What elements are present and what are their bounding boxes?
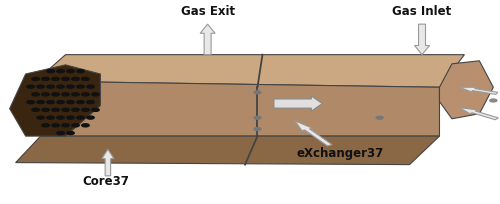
Circle shape — [62, 124, 70, 127]
Circle shape — [67, 101, 74, 104]
Polygon shape — [200, 25, 215, 55]
Circle shape — [32, 109, 40, 112]
Circle shape — [37, 101, 44, 104]
Circle shape — [32, 93, 40, 96]
Text: Core37: Core37 — [82, 174, 129, 187]
Circle shape — [42, 109, 50, 112]
Circle shape — [76, 101, 84, 104]
Polygon shape — [414, 25, 430, 55]
Polygon shape — [460, 88, 498, 95]
Circle shape — [86, 101, 94, 104]
Circle shape — [52, 109, 60, 112]
Circle shape — [76, 70, 84, 73]
Circle shape — [72, 78, 79, 81]
Circle shape — [57, 70, 64, 73]
Polygon shape — [36, 55, 465, 88]
Text: eXchanger37: eXchanger37 — [296, 146, 384, 159]
Circle shape — [72, 124, 79, 127]
FancyArrow shape — [274, 96, 322, 112]
Polygon shape — [16, 136, 440, 165]
Circle shape — [27, 101, 34, 104]
Circle shape — [82, 93, 89, 96]
Polygon shape — [440, 61, 494, 119]
Polygon shape — [295, 121, 332, 146]
Circle shape — [47, 116, 54, 120]
Circle shape — [376, 117, 383, 120]
Circle shape — [490, 100, 497, 102]
Circle shape — [67, 132, 74, 135]
Circle shape — [32, 78, 40, 81]
Circle shape — [72, 109, 79, 112]
Polygon shape — [460, 108, 498, 120]
Circle shape — [52, 124, 60, 127]
Circle shape — [82, 109, 89, 112]
Circle shape — [37, 86, 44, 89]
Circle shape — [37, 116, 44, 120]
Circle shape — [57, 101, 64, 104]
Circle shape — [52, 93, 60, 96]
Circle shape — [86, 116, 94, 120]
Circle shape — [27, 86, 34, 89]
Circle shape — [82, 78, 89, 81]
Circle shape — [67, 70, 74, 73]
Text: Gas Exit: Gas Exit — [180, 5, 234, 18]
Circle shape — [42, 124, 50, 127]
Circle shape — [92, 109, 99, 112]
Circle shape — [67, 116, 74, 120]
Circle shape — [47, 101, 54, 104]
Circle shape — [57, 86, 64, 89]
Circle shape — [47, 70, 54, 73]
Circle shape — [62, 109, 70, 112]
Circle shape — [52, 78, 60, 81]
Circle shape — [76, 116, 84, 120]
Circle shape — [42, 78, 50, 81]
Circle shape — [86, 86, 94, 89]
Circle shape — [42, 93, 50, 96]
Circle shape — [254, 128, 261, 131]
Circle shape — [57, 132, 64, 135]
Circle shape — [76, 86, 84, 89]
Circle shape — [92, 93, 99, 96]
Circle shape — [72, 93, 79, 96]
Circle shape — [254, 117, 261, 120]
Circle shape — [82, 124, 89, 127]
Circle shape — [254, 91, 261, 94]
Polygon shape — [102, 150, 114, 176]
Text: Gas Inlet: Gas Inlet — [392, 5, 452, 18]
Polygon shape — [10, 65, 101, 136]
Circle shape — [62, 78, 70, 81]
Polygon shape — [36, 82, 440, 136]
Circle shape — [47, 86, 54, 89]
Circle shape — [57, 116, 64, 120]
Circle shape — [67, 86, 74, 89]
Circle shape — [62, 93, 70, 96]
